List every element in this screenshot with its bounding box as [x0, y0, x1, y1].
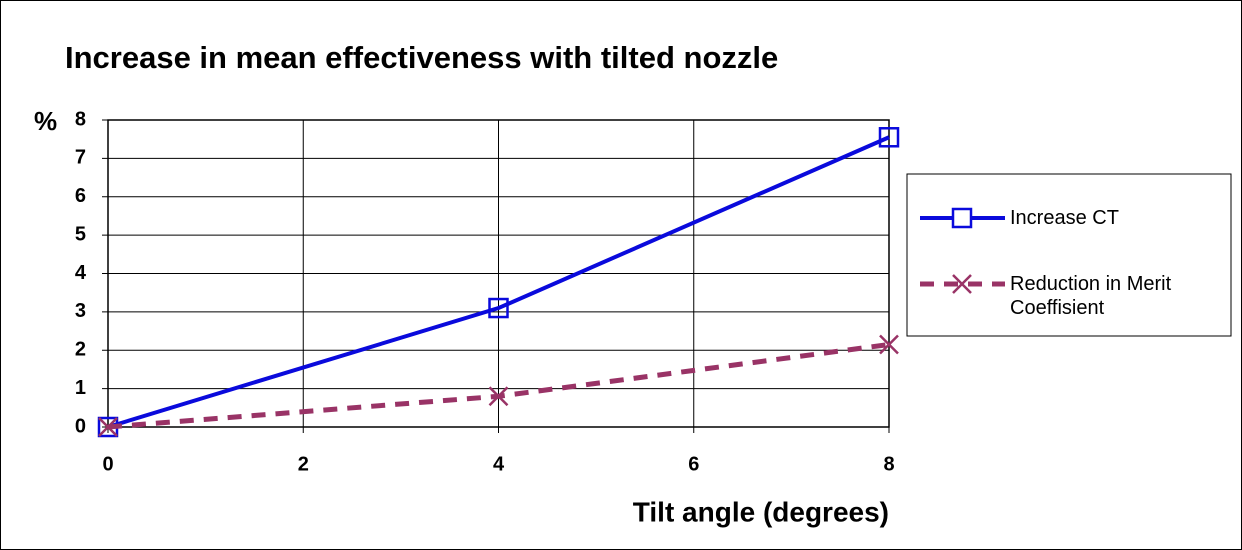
x-tick-label: 6 — [688, 453, 699, 475]
x-tick-label: 0 — [102, 453, 113, 475]
legend-marker — [952, 274, 972, 294]
legend-box — [906, 173, 1232, 337]
y-tick-label: 1 — [75, 377, 86, 399]
y-tick-label: 5 — [75, 223, 86, 245]
x-tick-label: 2 — [298, 453, 309, 475]
legend-label: Reduction in Merit Coeffisient — [1010, 273, 1172, 319]
y-tick-label: 4 — [75, 262, 87, 284]
y-tick-label: 8 — [75, 108, 86, 130]
y-tick-label: 2 — [75, 339, 86, 361]
data-point — [488, 386, 509, 407]
x-axis-label: Tilt angle (degrees) — [633, 496, 889, 527]
y-tick-label: 6 — [75, 185, 86, 207]
data-point — [488, 297, 509, 319]
data-point — [879, 334, 899, 355]
plot-area — [107, 119, 890, 428]
y-tick-label: 3 — [75, 300, 86, 322]
legend-label: Increase CT — [1010, 207, 1119, 229]
y-tick-label: 7 — [75, 147, 86, 169]
y-axis-label: % — [34, 106, 57, 136]
data-point — [98, 417, 118, 437]
x-tick-label: 8 — [883, 453, 894, 475]
legend-marker — [951, 207, 973, 229]
y-tick-label: 0 — [75, 415, 86, 437]
chart-title: Increase in mean effectiveness with tilt… — [65, 40, 778, 75]
x-tick-label: 4 — [493, 453, 505, 475]
data-line — [107, 135, 890, 429]
data-point — [878, 127, 900, 148]
